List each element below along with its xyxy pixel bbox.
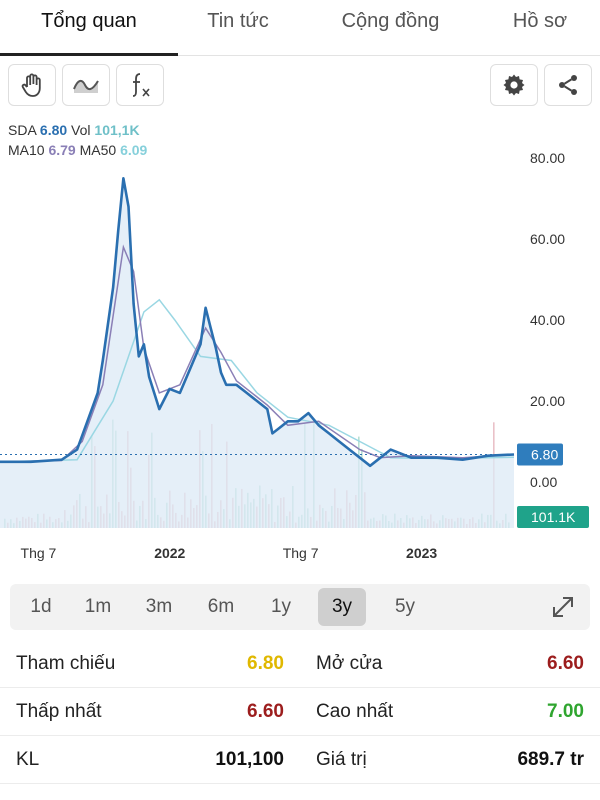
y-tick-label: 60.00	[530, 231, 565, 247]
range-3m[interactable]: 3m	[145, 596, 173, 617]
settings-button[interactable]	[490, 64, 538, 106]
reference-price-value: 6.80	[247, 653, 284, 674]
open-price-value: 6.60	[547, 653, 584, 674]
range-5y[interactable]: 5y	[394, 596, 416, 617]
gear-icon	[502, 73, 526, 97]
high-price-label: Cao nhất	[316, 701, 394, 722]
legend-vol-label: Vol	[71, 122, 91, 138]
x-tick-label: Thg 7	[283, 545, 319, 561]
range-3y[interactable]: 3y	[318, 588, 366, 626]
reference-price-label: Tham chiếu	[16, 653, 116, 674]
volume-label: KL	[16, 749, 40, 770]
indicator-button[interactable]	[116, 64, 164, 106]
ma50-line	[0, 298, 515, 463]
y-tick-label: 20.00	[530, 393, 565, 409]
legend-ma50-label: MA50	[79, 142, 117, 158]
expand-chart-button[interactable]	[548, 592, 578, 622]
stats-row: Tham chiếu 6.80 Mở cửa 6.60	[0, 640, 600, 688]
low-price-value: 6.60	[247, 701, 284, 722]
expand-arrows-icon	[548, 597, 578, 626]
hand-tool-button[interactable]	[8, 64, 56, 106]
trade-value-label: Giá trị	[316, 749, 367, 770]
active-tab-indicator	[0, 53, 178, 56]
volume-value: 101,100	[215, 749, 284, 770]
volume-badge	[517, 506, 589, 528]
legend-vol-value: 101,1K	[94, 122, 140, 138]
range-6m[interactable]: 6m	[207, 596, 235, 617]
wave-line-icon	[71, 73, 101, 97]
legend-price-value: 6.80	[39, 122, 68, 138]
legend-line-2: MA10 6.79 MA50 6.09	[8, 142, 147, 158]
hand-icon	[18, 71, 46, 99]
legend-ma50-value: 6.09	[120, 142, 148, 158]
price-badge	[517, 443, 563, 466]
range-1d[interactable]: 1d	[30, 596, 52, 617]
x-tick-label: 2023	[406, 545, 437, 561]
y-tick-label: 80.00	[530, 150, 565, 166]
function-fx-icon	[125, 70, 155, 100]
tab-community[interactable]: Cộng đồng	[341, 10, 440, 32]
share-icon	[556, 73, 580, 97]
legend-ma10-value: 6.79	[48, 142, 76, 158]
x-tick-label: Thg 7	[21, 545, 57, 561]
tab-overview[interactable]: Tổng quan	[41, 10, 137, 32]
stats-row: Thấp nhất 6.60 Cao nhất 7.00	[0, 688, 600, 736]
low-price-label: Thấp nhất	[16, 701, 102, 722]
time-range-selector: 1d 1m 3m 6m 1y 3y 5y	[10, 584, 590, 630]
price-area	[0, 178, 514, 529]
chart-style-button[interactable]	[62, 64, 110, 106]
tab-profile[interactable]: Hồ sơ	[512, 10, 568, 32]
y-tick-label: 0.00	[530, 474, 557, 490]
range-1m[interactable]: 1m	[84, 596, 112, 617]
legend-line-1: SDA 6.80 Vol 101,1K	[8, 122, 140, 138]
price-chart[interactable]: 80.00 60.00 40.00 20.00 0.00 Thg 7 2022 Thg 7 2…	[0, 140, 600, 572]
share-button[interactable]	[544, 64, 592, 106]
legend-ma10-label: MA10	[8, 142, 45, 158]
x-tick-label: 2022	[154, 545, 185, 561]
y-tick-label: 40.00	[530, 312, 565, 328]
range-1y[interactable]: 1y	[270, 596, 292, 617]
volume-badge-label: 101.1K	[531, 509, 576, 525]
stats-row: KL 101,100 Giá trị 689.7 tr	[0, 736, 600, 784]
tab-news[interactable]: Tin tức	[207, 10, 269, 32]
high-price-value: 7.00	[547, 701, 584, 722]
price-badge-label: 6.80	[531, 446, 558, 462]
legend-symbol: SDA	[8, 122, 37, 138]
open-price-label: Mở cửa	[316, 653, 383, 674]
tab-bar: Tổng quan Tin tức Cộng đồng Hồ sơ	[0, 0, 600, 56]
trade-value-value: 689.7 tr	[517, 749, 584, 770]
price-line	[0, 177, 515, 468]
